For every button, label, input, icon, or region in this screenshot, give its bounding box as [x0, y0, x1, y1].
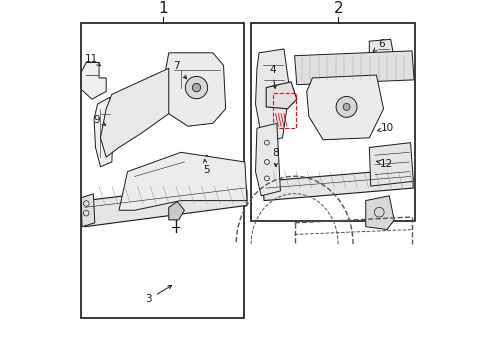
Polygon shape [81, 181, 246, 227]
Bar [273, 93, 295, 128]
Text: 10: 10 [377, 123, 393, 133]
Text: 6: 6 [372, 39, 385, 51]
Polygon shape [262, 169, 412, 201]
Text: 12: 12 [376, 158, 392, 168]
Text: 4: 4 [268, 64, 276, 89]
Text: 11: 11 [85, 54, 101, 66]
Polygon shape [81, 63, 106, 99]
Polygon shape [81, 194, 95, 227]
Polygon shape [255, 49, 289, 143]
Polygon shape [119, 152, 246, 210]
Text: 9: 9 [93, 115, 105, 125]
Text: 3: 3 [145, 285, 171, 304]
Polygon shape [163, 53, 225, 126]
Circle shape [192, 84, 200, 92]
Text: 8: 8 [272, 148, 279, 167]
Circle shape [185, 76, 207, 99]
Polygon shape [368, 143, 412, 186]
Polygon shape [195, 155, 212, 181]
Polygon shape [365, 196, 393, 230]
Polygon shape [94, 97, 113, 167]
Text: 5: 5 [203, 159, 209, 175]
Text: 7: 7 [173, 61, 186, 79]
Polygon shape [368, 39, 393, 68]
Polygon shape [255, 123, 280, 196]
Polygon shape [265, 82, 296, 109]
Polygon shape [100, 68, 168, 157]
Text: 2: 2 [333, 1, 343, 16]
Circle shape [343, 103, 349, 111]
Polygon shape [306, 75, 383, 140]
Polygon shape [168, 202, 184, 220]
Polygon shape [294, 51, 413, 85]
Text: 1: 1 [158, 1, 167, 16]
Circle shape [335, 96, 356, 117]
